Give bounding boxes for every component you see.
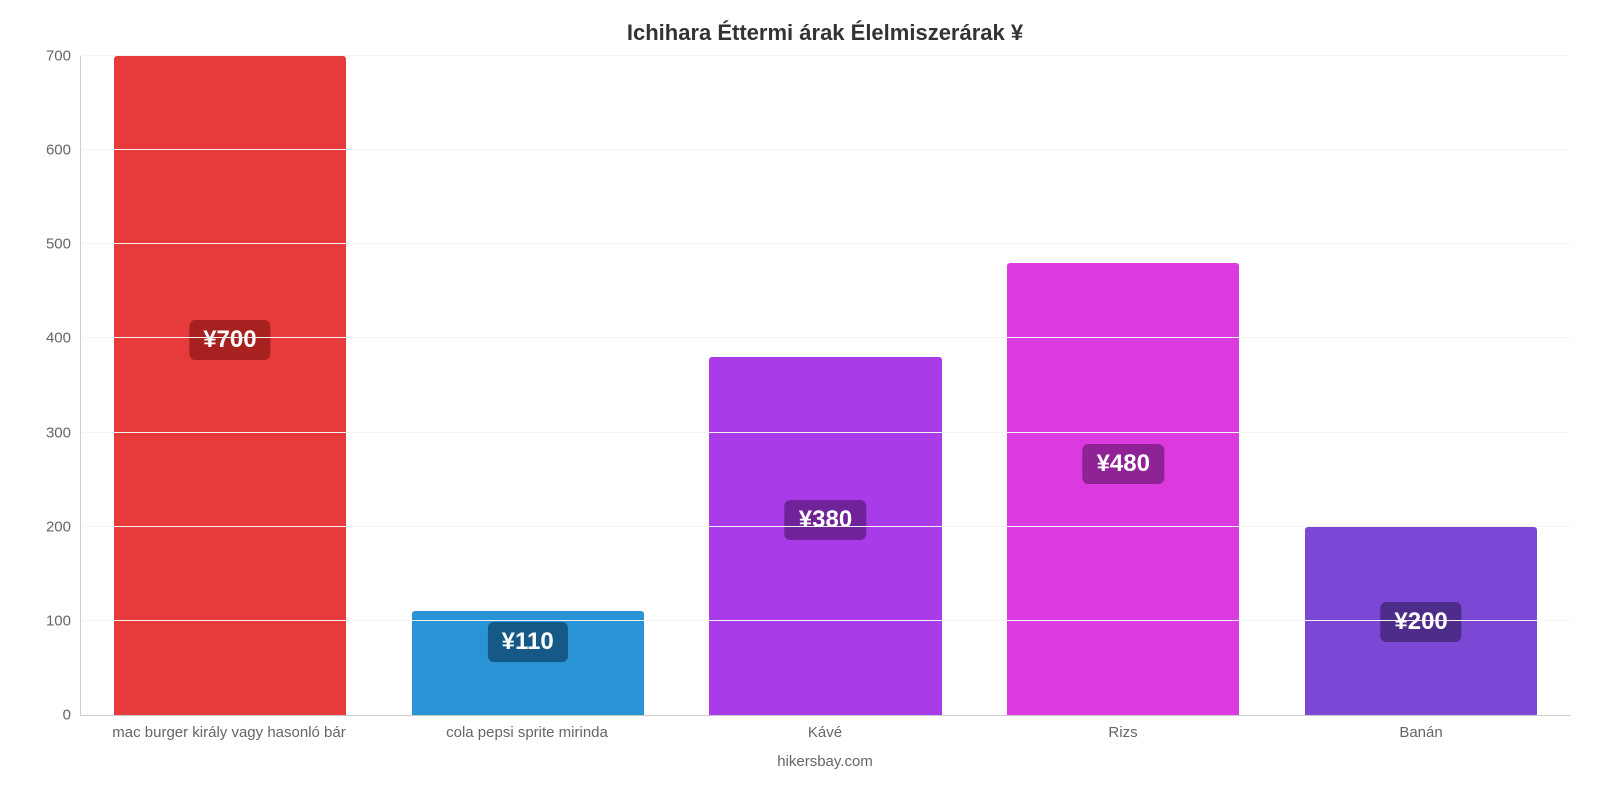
gridline: [81, 620, 1570, 621]
value-badge: ¥700: [189, 320, 270, 360]
x-axis-label: Rizs: [974, 724, 1272, 741]
ytick-label: 300: [46, 424, 81, 441]
value-badge: ¥110: [488, 622, 568, 662]
ytick-label: 200: [46, 518, 81, 535]
value-badge: ¥480: [1083, 444, 1164, 484]
bar-slot: ¥380: [677, 56, 975, 715]
bar: ¥700: [114, 56, 346, 715]
ytick-label: 400: [46, 330, 81, 347]
ytick-label: 500: [46, 236, 81, 253]
bar-slot: ¥110: [379, 56, 677, 715]
value-badge: ¥380: [785, 500, 866, 540]
bar: ¥480: [1007, 263, 1239, 715]
ytick-label: 0: [63, 707, 81, 724]
x-axis-labels: mac burger király vagy hasonló bárcola p…: [80, 724, 1570, 741]
chart-container: Ichihara Éttermi árak Élelmiszerárak ¥ ¥…: [0, 0, 1600, 800]
gridline: [81, 526, 1570, 527]
bar: ¥200: [1305, 527, 1537, 715]
bar: ¥380: [709, 357, 941, 715]
gridline: [81, 149, 1570, 150]
bar-slot: ¥700: [81, 56, 379, 715]
bars-row: ¥700 ¥110 ¥380 ¥480 ¥200: [81, 56, 1570, 715]
value-badge: ¥200: [1380, 602, 1461, 642]
bar: ¥110: [412, 611, 644, 715]
ytick-label: 600: [46, 142, 81, 159]
x-axis-label: cola pepsi sprite mirinda: [378, 724, 676, 741]
x-axis-label: Banán: [1272, 724, 1570, 741]
gridline: [81, 337, 1570, 338]
chart-title: Ichihara Éttermi árak Élelmiszerárak ¥: [80, 20, 1570, 46]
bar-slot: ¥200: [1272, 56, 1570, 715]
plot-area: ¥700¥110¥380¥480¥200 0100200300400500600…: [80, 56, 1570, 716]
ytick-label: 100: [46, 612, 81, 629]
x-axis-label: Kávé: [676, 724, 974, 741]
bar-slot: ¥480: [974, 56, 1272, 715]
ytick-label: 700: [46, 48, 81, 65]
gridline: [81, 432, 1570, 433]
gridline: [81, 243, 1570, 244]
gridline: [81, 55, 1570, 56]
chart-footer: hikersbay.com: [80, 753, 1570, 770]
x-axis-label: mac burger király vagy hasonló bár: [80, 724, 378, 741]
